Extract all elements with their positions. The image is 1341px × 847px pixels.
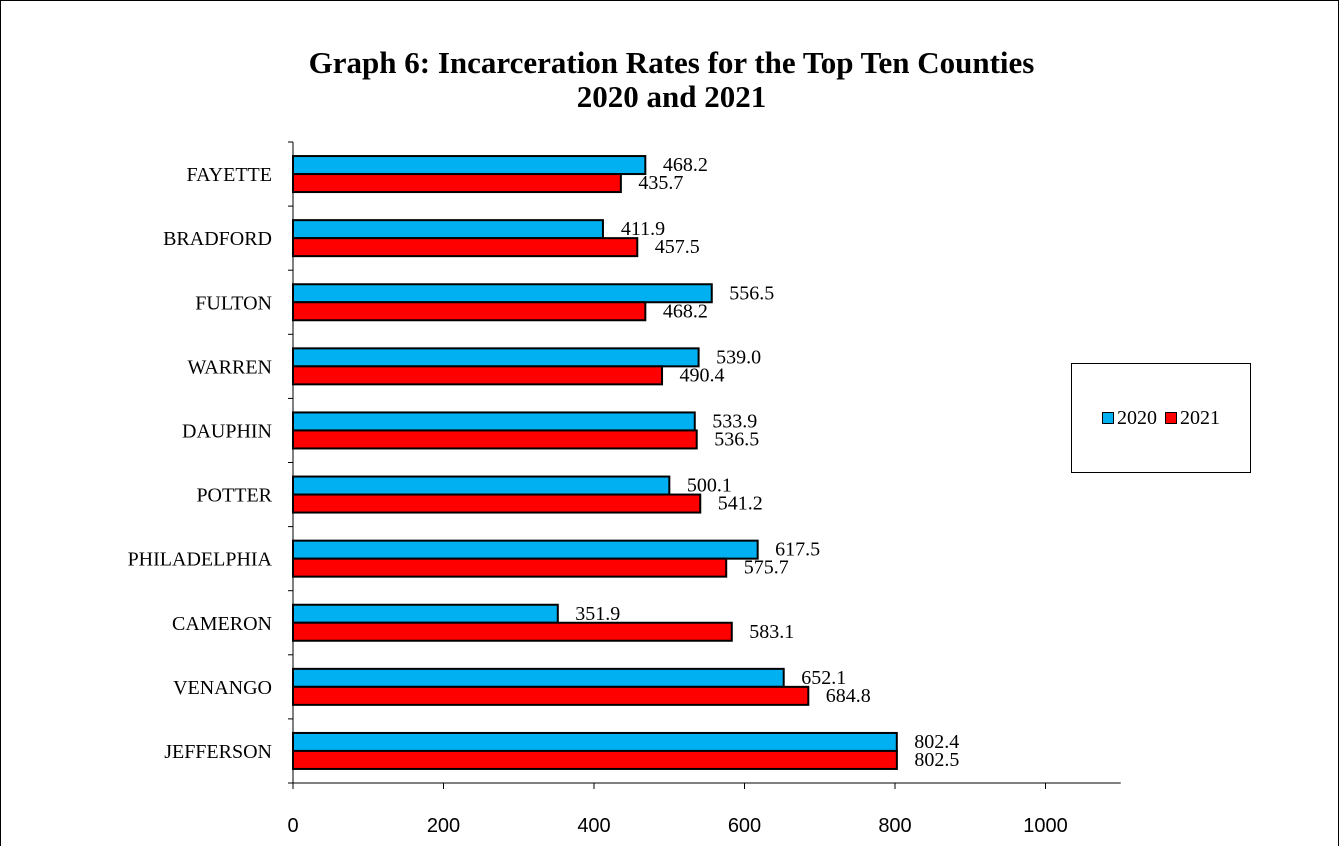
bar-2020 (292, 283, 713, 304)
data-label-2021: 457.5 (655, 236, 700, 258)
chart-legend: 2020 2021 (1071, 363, 1251, 473)
legend-swatch-series-1 (1102, 412, 1114, 424)
bar-2021 (292, 557, 728, 578)
category-label: PHILADELPHIA (128, 549, 273, 571)
data-label-2020: 351.9 (575, 603, 620, 625)
data-label-2021: 802.5 (914, 749, 959, 771)
x-tick-label: 800 (878, 815, 911, 837)
bar-2020 (292, 219, 604, 240)
category-label: JEFFERSON (164, 741, 272, 763)
data-label-2020: 533.9 (712, 410, 757, 432)
data-label-2020: 617.5 (775, 539, 820, 561)
bar-2021 (292, 429, 698, 450)
category-label: BRADFORD (163, 228, 272, 250)
data-label-2021: 435.7 (638, 172, 683, 194)
bar-2021 (292, 685, 810, 706)
legend-label-series-1: 2020 (1117, 406, 1157, 429)
data-label-2021: 536.5 (714, 428, 759, 450)
bar-2020 (292, 731, 898, 752)
x-tick-label: 200 (427, 815, 460, 837)
chart-subtitle-line: 2020 and 2021 (576, 79, 767, 114)
data-label-2021: 490.4 (680, 364, 725, 386)
category-label: FULTON (195, 292, 272, 314)
legend-swatch-series-2 (1165, 412, 1177, 424)
category-label: CAMERON (172, 613, 272, 635)
bar-2021 (292, 493, 702, 514)
data-label-2021: 468.2 (663, 300, 708, 322)
bar-2021 (292, 301, 647, 322)
legend-label-series-2: 2021 (1180, 406, 1220, 429)
x-tick-label: 1000 (1023, 815, 1068, 837)
bar-2021 (292, 365, 664, 386)
x-tick-label: 400 (577, 815, 610, 837)
data-label-2021: 583.1 (749, 621, 794, 643)
bar-2020 (292, 155, 647, 176)
bar-2020 (292, 603, 559, 624)
data-label-2020: 556.5 (729, 282, 774, 304)
category-label: WARREN (188, 356, 272, 378)
data-label-2021: 575.7 (744, 557, 789, 579)
data-label-2020: 539.0 (716, 346, 761, 368)
bar-2021 (292, 173, 622, 194)
chart-axes: 0 200 400 600 800 1000 (287, 141, 1121, 837)
category-label: VENANGO (173, 677, 272, 699)
legend-item-series-2: 2021 (1165, 407, 1220, 430)
category-label: FAYETTE (186, 164, 272, 186)
data-label-2021: 684.8 (826, 685, 871, 707)
category-label: DAUPHIN (182, 420, 272, 442)
chart-title-line: Graph 6: Incarceration Rates for the Top… (308, 45, 1035, 80)
bar-2021 (292, 237, 639, 258)
bar-2020 (292, 475, 671, 496)
data-label-2021: 541.2 (718, 493, 763, 515)
bar-2020 (292, 539, 759, 560)
x-tick-label: 0 (287, 815, 298, 837)
data-label-2020: 802.4 (914, 731, 959, 753)
legend-item-series-1: 2020 (1102, 407, 1157, 430)
category-label: POTTER (196, 485, 272, 507)
chart-bars (292, 155, 898, 770)
x-tick-label: 600 (728, 815, 761, 837)
bar-2020 (292, 411, 696, 432)
data-label-2020: 500.1 (687, 475, 732, 497)
bar-2021 (292, 749, 898, 770)
bar-2021 (292, 621, 733, 642)
data-label-2020: 468.2 (663, 154, 708, 176)
data-label-2020: 411.9 (621, 218, 665, 240)
bar-2020 (292, 347, 700, 368)
bar-2020 (292, 667, 785, 688)
chart-title: Graph 6: Incarceration Rates for the Top… (1, 46, 1341, 114)
data-label-2020: 652.1 (801, 667, 846, 689)
